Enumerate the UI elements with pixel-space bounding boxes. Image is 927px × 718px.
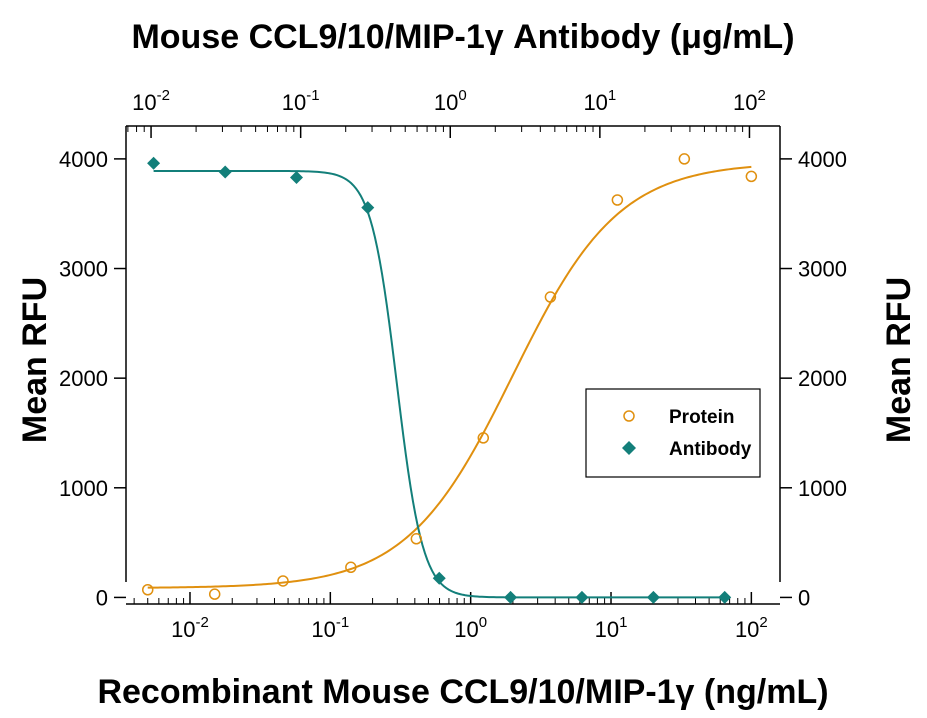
data-point-protein (277, 575, 289, 587)
legend-marker-protein (623, 410, 635, 422)
y-tick-label-left: 3000 (59, 257, 108, 282)
y-axis-label-right: Mean RFU (880, 277, 918, 443)
data-point-antibody (218, 165, 232, 179)
y-tick-label-left: 1000 (59, 476, 108, 501)
x-bottom-tick-label-1: 10-1 (311, 614, 349, 642)
data-point-antibody (290, 171, 304, 185)
y-tick-label-right: 1000 (798, 476, 847, 501)
x-top-tick-label-1: 10-1 (282, 87, 320, 115)
data-point-antibody (432, 571, 446, 585)
data-point-protein (208, 588, 221, 600)
y-tick-label-right: 2000 (798, 366, 847, 391)
y-tick-label-left: 2000 (59, 366, 108, 391)
data-point-protein (544, 291, 557, 303)
legend-box (585, 388, 761, 478)
data-point-antibody (575, 590, 589, 604)
chart-title-top-axis: Mouse CCL9/10/MIP-1γ Antibody (μg/mL) (131, 18, 794, 56)
y-tick-label-right: 4000 (798, 147, 847, 172)
y-axis-label-left: Mean RFU (16, 277, 54, 443)
data-point-antibody (504, 590, 518, 604)
data-point-antibody (361, 201, 375, 215)
y-tick-label-left: 4000 (59, 147, 108, 172)
data-point-antibody (718, 590, 732, 604)
axes-layer: 0 0 1000 1000 2000 2000 3000 3000 4000 4000 10-2 10… (59, 87, 847, 642)
data-point-protein (410, 533, 423, 545)
y-tick-label-right: 0 (798, 585, 810, 610)
legend-marker-antibody (622, 441, 636, 455)
x-axis-label: Recombinant Mouse CCL9/10/MIP-1γ (ng/mL) (97, 673, 828, 711)
data-points-layer (141, 153, 758, 604)
legend-label-protein: Protein (669, 407, 734, 428)
data-point-protein (745, 170, 758, 183)
x-bottom-tick-label-2: 100 (454, 614, 487, 642)
legend: Protein Antibody (585, 388, 761, 478)
x-top-tick-label-3: 101 (583, 87, 616, 115)
y-tick-label-left: 0 (96, 585, 108, 610)
legend-label-antibody: Antibody (669, 439, 752, 460)
x-bottom-tick-label-0: 10-2 (171, 614, 209, 642)
x-top-tick-label-4: 102 (733, 87, 766, 115)
data-point-protein (477, 432, 490, 444)
y-tick-label-right: 3000 (798, 257, 847, 282)
fit-curve-protein (147, 165, 752, 589)
x-bottom-tick-label-4: 102 (735, 614, 768, 642)
data-point-antibody (147, 156, 161, 170)
data-point-protein (345, 561, 357, 574)
data-point-protein (678, 153, 691, 165)
x-top-tick-label-0: 10-2 (132, 87, 170, 115)
data-point-protein (611, 194, 624, 206)
x-bottom-tick-label-3: 101 (595, 614, 628, 642)
data-point-antibody (646, 590, 660, 604)
data-point-protein (141, 583, 154, 596)
x-top-tick-label-2: 100 (434, 87, 467, 115)
